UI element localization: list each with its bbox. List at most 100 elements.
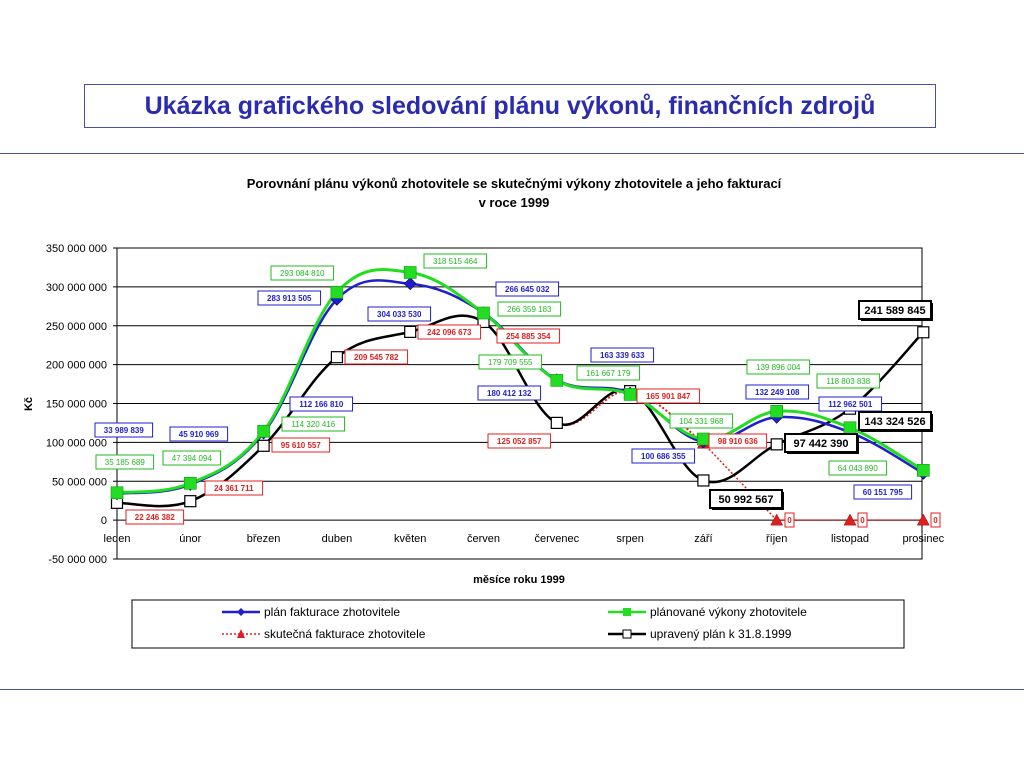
y-tick-label: 0 — [101, 515, 107, 527]
label-text: 50 992 567 — [718, 494, 773, 506]
x-tick-label: srpen — [616, 533, 644, 545]
x-tick-label: duben — [322, 533, 353, 545]
marker-planned-output — [550, 374, 564, 387]
data-label-revised-plan: 97 442 390 — [784, 433, 859, 454]
marker-actual-invoicing — [916, 513, 930, 526]
label-frame — [784, 433, 858, 453]
label-text: 112 166 810 — [299, 400, 344, 409]
label-frame — [576, 365, 641, 381]
legend-marker — [237, 629, 245, 638]
marker-planned-output — [330, 285, 344, 299]
label-text: 139 896 004 — [756, 363, 801, 372]
label-text: 165 901 847 — [646, 392, 691, 401]
label-frame — [590, 347, 655, 363]
label-frame — [477, 385, 542, 401]
label-frame — [169, 426, 229, 442]
label-text: 97 442 390 — [793, 438, 848, 450]
data-label-invoicing-plan: 163 339 633 — [590, 347, 655, 363]
data-label-planned-output: 161 667 179 — [576, 365, 641, 381]
label-text: 22 246 382 — [135, 513, 176, 522]
data-label-planned-output: 118 803 838 — [816, 373, 881, 389]
y-tick-label: 50 000 000 — [52, 476, 107, 488]
label-text: 64 043 890 — [838, 464, 879, 473]
marker-planned-output — [184, 476, 197, 490]
marker-planned-output — [477, 306, 490, 320]
data-label-actual-invoicing: 209 545 782 — [344, 349, 409, 365]
label-frame — [631, 448, 696, 464]
data-label-planned-output: 104 331 968 — [669, 413, 734, 429]
label-frame — [745, 384, 810, 400]
y-tick-label: 150 000 000 — [46, 399, 107, 411]
label-frame — [746, 359, 811, 375]
chart-title-line-2: v roce 1999 — [478, 195, 550, 210]
label-text: 161 667 179 — [586, 369, 631, 378]
data-label-invoicing-plan: 100 686 355 — [631, 448, 696, 464]
label-frame — [125, 509, 185, 525]
marker-revised-plan — [330, 351, 343, 364]
marker-revised-plan — [697, 474, 710, 487]
data-label-invoicing-plan: 112 166 810 — [289, 396, 354, 412]
label-text: 95 610 557 — [281, 441, 322, 450]
label-text: 0 — [860, 516, 865, 525]
y-tick-label: 300 000 000 — [46, 282, 107, 294]
y-axis-title: Kč — [23, 397, 35, 411]
marker-revised-plan — [257, 439, 270, 452]
label-text: 241 589 845 — [864, 305, 925, 317]
label-frame — [289, 396, 354, 412]
label-text: 118 803 838 — [826, 377, 870, 386]
label-frame — [495, 281, 560, 297]
legend-marker — [623, 608, 631, 616]
label-frame — [853, 484, 913, 500]
label-frame — [816, 373, 881, 389]
label-text: 266 359 183 — [507, 305, 552, 314]
data-label-actual-invoicing: 254 885 354 — [496, 328, 561, 344]
series-line-revised-plan — [116, 314, 925, 508]
x-tick-label: březen — [247, 533, 281, 545]
label-text: 209 545 782 — [354, 353, 399, 362]
data-label-actual-invoicing: 24 361 711 — [204, 480, 264, 496]
data-label-planned-output: 114 320 416 — [281, 416, 346, 432]
y-tick-label: 250 000 000 — [46, 321, 107, 333]
label-frame — [417, 324, 482, 340]
marker-invoicing-plan — [403, 277, 417, 291]
label-text: 35 185 689 — [105, 458, 146, 467]
label-frame — [94, 422, 154, 438]
marker-planned-output — [843, 421, 857, 435]
label-frame — [257, 290, 322, 306]
label-frame — [423, 253, 488, 269]
label-text: 98 910 636 — [718, 437, 759, 446]
data-label-invoicing-plan: 33 989 839 — [94, 422, 154, 438]
marker-revised-plan — [184, 495, 197, 508]
label-text: 114 320 416 — [291, 420, 335, 429]
top-divider — [0, 153, 1024, 154]
legend-item: skutečná fakturace zhotovitele — [222, 627, 426, 641]
data-label-invoicing-plan: 112 962 501 — [818, 396, 883, 412]
marker-planned-output — [697, 432, 710, 446]
data-label-invoicing-plan: 60 151 795 — [853, 484, 913, 500]
chart-title-line-1: Porovnání plánu výkonů zhotovitele se sk… — [246, 176, 782, 191]
label-frame — [271, 437, 331, 453]
label-frame — [828, 460, 888, 476]
label-frame — [95, 454, 155, 470]
x-axis-title: měsíce roku 1999 — [473, 574, 565, 586]
data-label-invoicing-plan: 180 412 132 — [477, 385, 542, 401]
label-frame — [669, 413, 734, 429]
label-text: 254 885 354 — [506, 332, 551, 341]
data-label-invoicing-plan: 45 910 969 — [169, 426, 229, 442]
chart-title: Porovnání plánu výkonů zhotovitele se sk… — [110, 174, 918, 212]
data-label-invoicing-plan: 283 913 505 — [257, 290, 322, 306]
legend-marker — [237, 608, 245, 616]
label-text: 143 324 526 — [864, 416, 925, 428]
legend-marker — [622, 629, 632, 639]
label-frame — [478, 354, 543, 370]
marker-actual-invoicing — [843, 513, 857, 526]
label-text: 304 033 530 — [377, 310, 422, 319]
x-tick-label: listopad — [831, 533, 869, 545]
label-frame — [281, 416, 346, 432]
label-text: 242 096 673 — [427, 328, 472, 337]
label-text: 318 515 464 — [433, 257, 478, 266]
label-text: 132 249 108 — [755, 388, 800, 397]
data-label-invoicing-plan: 266 645 032 — [495, 281, 560, 297]
label-text: 125 052 857 — [497, 437, 542, 446]
